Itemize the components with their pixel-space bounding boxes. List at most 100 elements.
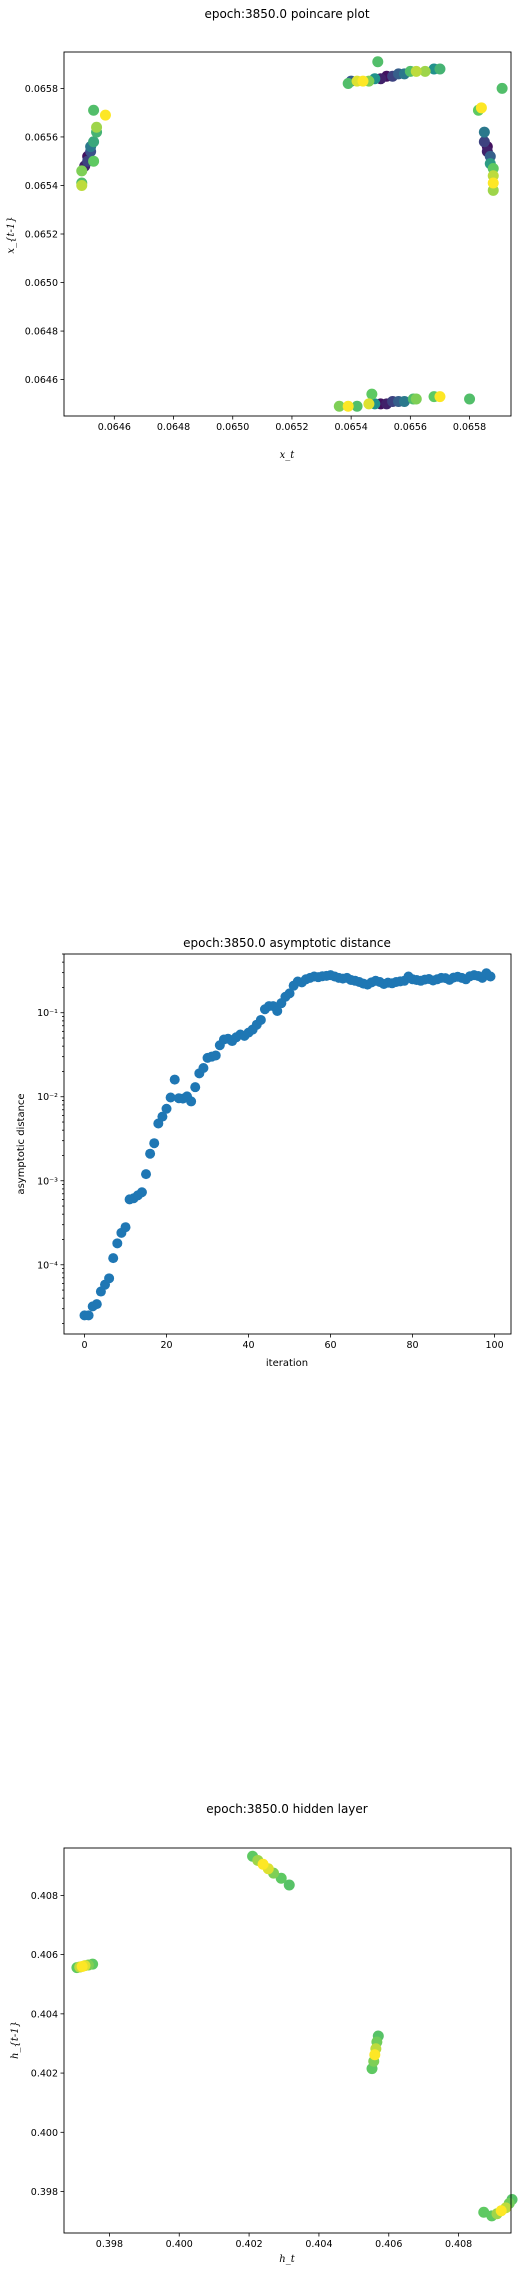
data-point: [165, 1092, 176, 1103]
data-point: [136, 1187, 147, 1198]
data-point: [357, 75, 369, 87]
x-tick-label: 0.404: [305, 2239, 332, 2250]
data-point: [398, 395, 410, 407]
y-tick-label: 0.0650: [25, 278, 58, 289]
y-tick-label: 10⁻⁴: [37, 1260, 58, 1271]
data-point: [351, 400, 363, 412]
chart-title: epoch:3850.0 asymptotic distance: [183, 936, 391, 950]
data-point: [272, 1005, 283, 1016]
y-tick-label: 0.0648: [25, 327, 58, 338]
y-tick-label: 0.406: [31, 1950, 58, 1961]
data-point: [342, 78, 354, 90]
chart-title: epoch:3850.0 poincare plot: [204, 7, 369, 21]
y-tick-label: 0.0652: [25, 230, 58, 241]
plot-frame: [63, 953, 512, 1335]
data-point: [104, 1273, 115, 1284]
asymptotic-distance-chart: epoch:3850.0 asymptotic distance 0 20 40 60…: [16, 936, 512, 1369]
data-point: [496, 82, 508, 94]
data-point: [161, 1103, 172, 1114]
scatter-points: [76, 56, 508, 412]
data-point: [284, 988, 295, 999]
data-point: [88, 136, 100, 148]
data-point: [76, 1960, 88, 1972]
data-point: [145, 1148, 156, 1159]
x-axis-label: h_t: [279, 2254, 295, 2265]
data-point: [495, 2205, 507, 2217]
y-axis-label: asymptotic distance: [16, 1093, 27, 1194]
plot-frame: [63, 51, 512, 417]
scatter-points: [71, 1850, 518, 2222]
data-point: [76, 165, 88, 177]
x-tick-label: 0.406: [375, 2239, 402, 2250]
x-tick-label: 0: [81, 1340, 87, 1351]
x-tick-label: 0.0656: [394, 422, 427, 433]
data-point: [342, 400, 354, 412]
y-tick-label: 0.402: [31, 2069, 58, 2080]
data-point: [210, 1050, 221, 1061]
scatter-points: [79, 968, 496, 1321]
data-point: [464, 393, 476, 405]
plot-frame: [63, 1847, 512, 2234]
data-point: [283, 1879, 295, 1891]
y-tick-label: 0.0646: [25, 375, 58, 386]
data-point: [419, 65, 431, 77]
data-point: [120, 1222, 131, 1233]
data-point: [369, 2049, 381, 2061]
data-point: [434, 63, 446, 75]
data-point: [478, 126, 490, 138]
data-point: [485, 971, 496, 982]
data-point: [83, 1310, 94, 1321]
data-point: [363, 398, 375, 410]
data-point: [475, 102, 487, 114]
data-point: [372, 56, 384, 68]
data-point: [333, 400, 345, 412]
data-point: [478, 136, 490, 148]
data-point: [76, 179, 88, 191]
y-axis: 0.398 0.400 0.402 0.404 0.406 0.408: [31, 1891, 64, 2198]
data-point: [434, 391, 446, 403]
data-point: [149, 1138, 160, 1149]
y-tick-label: 10⁻¹: [37, 1008, 58, 1019]
data-point: [186, 1096, 197, 1107]
x-tick-label: 0.0650: [216, 422, 249, 433]
x-axis: 0 20 40 60 80 100: [81, 1334, 504, 1351]
x-tick-label: 40: [242, 1340, 254, 1351]
data-point: [366, 388, 378, 400]
x-tick-label: 0.402: [235, 2239, 262, 2250]
y-tick-label: 0.0654: [25, 181, 58, 192]
y-axis-label: x_{t-1}: [6, 216, 17, 253]
data-point: [198, 1062, 209, 1073]
y-tick-label: 0.398: [31, 2187, 58, 2198]
x-axis: 0.398 0.400 0.402 0.404 0.406 0.408: [96, 2233, 472, 2250]
data-point: [410, 65, 422, 77]
data-point: [88, 155, 100, 167]
x-tick-label: 0.0652: [275, 422, 308, 433]
chart-title: epoch:3850.0 hidden layer: [206, 1802, 368, 1816]
data-point: [169, 1074, 180, 1085]
x-tick-label: 0.0646: [98, 422, 131, 433]
x-tick-label: 100: [486, 1340, 504, 1351]
data-point: [99, 109, 111, 121]
data-point: [108, 1253, 119, 1264]
poincare-plot-chart: epoch:3850.0 poincare plot 0.0646 0.0648 0…: [6, 7, 512, 461]
data-point: [255, 1014, 266, 1025]
x-tick-label: 0.0648: [157, 422, 190, 433]
data-point: [157, 1111, 168, 1122]
x-tick-label: 0.398: [96, 2239, 123, 2250]
y-tick-label: 0.408: [31, 1891, 58, 1902]
data-point: [141, 1169, 152, 1180]
y-tick-label: 0.400: [31, 2128, 58, 2139]
data-point: [487, 177, 499, 189]
y-tick-label: 0.404: [31, 2009, 58, 2020]
x-axis: 0.0646 0.0648 0.0650 0.0652 0.0654 0.0656 0.06…: [98, 416, 486, 433]
x-tick-label: 60: [325, 1340, 337, 1351]
data-point: [257, 1858, 269, 1870]
y-tick-label: 0.0658: [25, 84, 58, 95]
x-tick-label: 0.0654: [335, 422, 368, 433]
data-point: [190, 1082, 201, 1093]
y-tick-label: 10⁻³: [37, 1176, 58, 1187]
y-tick-label: 10⁻²: [37, 1092, 58, 1103]
y-axis-label: h_{t-1}: [10, 2021, 21, 2059]
x-tick-label: 20: [160, 1340, 172, 1351]
data-point: [410, 393, 422, 405]
